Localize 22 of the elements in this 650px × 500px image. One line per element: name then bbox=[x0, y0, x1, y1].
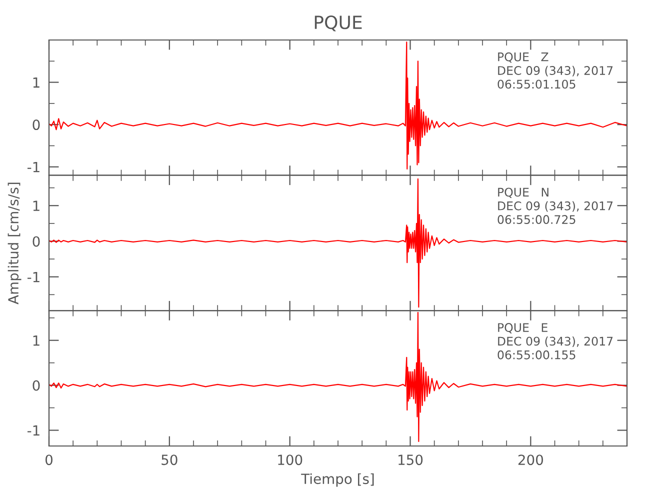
y-tick-label: 0 bbox=[32, 380, 40, 391]
y-tick-label: 0 bbox=[32, 120, 40, 130]
x-tick-label: 0 bbox=[45, 454, 52, 466]
y-tick-label: -1 bbox=[28, 162, 40, 172]
chart-title: PQUE bbox=[314, 15, 362, 32]
annotation: PQUE N DEC 09 (343), 2017 06:55:00.725 bbox=[498, 188, 613, 224]
y-axis-title: Amplitud [cm/s/s] bbox=[8, 182, 22, 304]
x-axis-title: Tiempo [s] bbox=[301, 473, 374, 487]
x-tick-label: 150 bbox=[398, 454, 423, 466]
line-series bbox=[49, 178, 627, 308]
line-series bbox=[49, 42, 627, 170]
y-tick-label: -1 bbox=[28, 272, 40, 282]
y-tick-label: 0 bbox=[32, 236, 40, 247]
y-tick-label: 1 bbox=[33, 335, 40, 346]
y-tick-label: -1 bbox=[28, 425, 40, 436]
x-tick-label: 100 bbox=[278, 454, 302, 466]
x-tick-label: 200 bbox=[518, 454, 543, 466]
y-tick-label: 1 bbox=[33, 77, 40, 88]
annotation: PQUE Z DEC 09 (343), 2017 06:55:01.105 bbox=[498, 52, 613, 89]
y-tick-label: 1 bbox=[33, 200, 40, 211]
annotation: PQUE E DEC 09 (343), 2017 06:55:00.155 bbox=[498, 323, 613, 360]
x-tick-label: 50 bbox=[162, 454, 178, 466]
